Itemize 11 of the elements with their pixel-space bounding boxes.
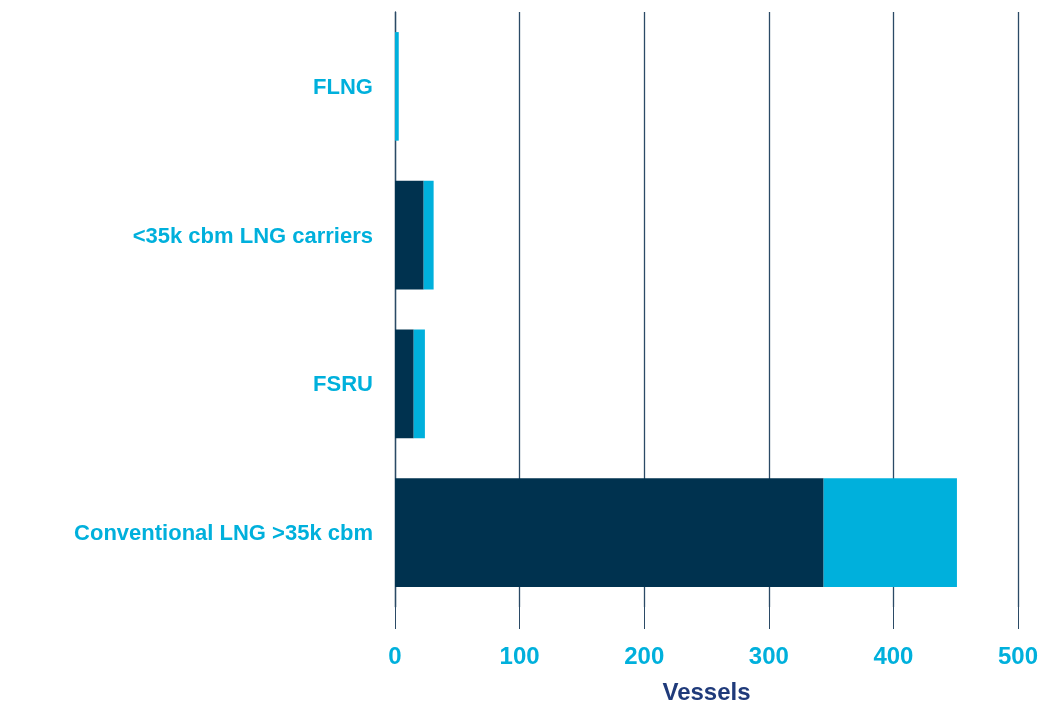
x-tick-label: 100 xyxy=(499,641,540,669)
x-tick-label: 200 xyxy=(624,641,665,669)
x-tick-label: 300 xyxy=(748,641,789,669)
y-tick-label: Conventional LNG >35k cbm xyxy=(74,520,373,546)
y-tick-label: <35k cbm LNG carriers xyxy=(132,222,373,248)
x-tick-label: 0 xyxy=(388,641,402,669)
x-axis-title: Vessels xyxy=(662,677,751,705)
x-tick-label: 400 xyxy=(873,641,914,669)
x-tick-label: 500 xyxy=(997,641,1039,669)
y-tick-label: FLNG xyxy=(313,73,373,99)
y-tick-label: FSRU xyxy=(313,371,373,397)
